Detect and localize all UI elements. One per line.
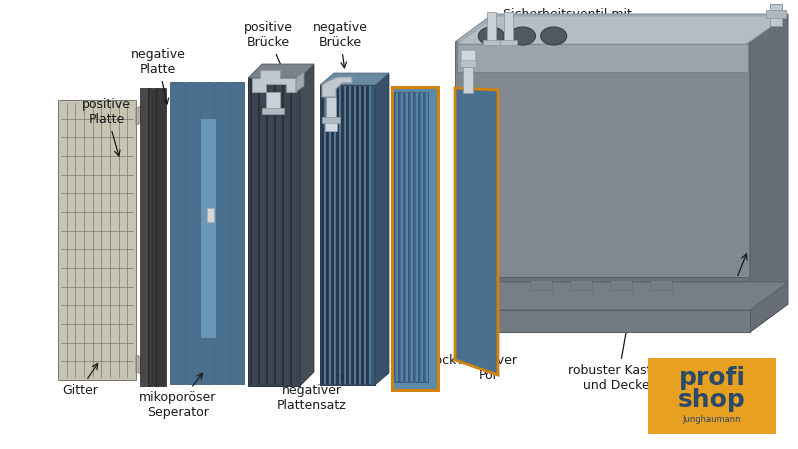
Bar — [457, 44, 748, 72]
Bar — [484, 40, 500, 45]
Text: Junghaumann: Junghaumann — [683, 415, 741, 424]
Polygon shape — [300, 64, 314, 386]
Bar — [200, 82, 214, 384]
Bar — [460, 58, 476, 67]
Bar — [170, 82, 184, 384]
Text: positiver
Pol: positiver Pol — [703, 254, 757, 309]
Bar — [461, 50, 475, 60]
Bar — [322, 117, 340, 123]
Bar — [411, 92, 413, 382]
Polygon shape — [455, 88, 498, 375]
Bar — [58, 100, 136, 380]
Text: positive
Platte: positive Platte — [82, 98, 131, 156]
Bar — [399, 92, 403, 382]
Bar — [401, 92, 403, 382]
Bar — [570, 280, 592, 290]
Bar — [230, 82, 244, 384]
Bar — [414, 92, 418, 382]
Bar — [266, 92, 280, 110]
Ellipse shape — [509, 27, 535, 45]
Bar — [488, 12, 496, 42]
Bar — [140, 88, 150, 386]
Bar — [200, 118, 216, 338]
Bar — [426, 92, 428, 382]
Text: negative
Brücke: negative Brücke — [313, 21, 367, 68]
Polygon shape — [375, 73, 389, 385]
Polygon shape — [392, 87, 438, 390]
Text: Gitter: Gitter — [62, 364, 98, 396]
Text: negative
Platte: negative Platte — [131, 48, 185, 104]
Bar — [156, 88, 166, 386]
Bar — [457, 277, 748, 295]
Polygon shape — [296, 72, 304, 92]
Text: profi: profi — [678, 366, 745, 390]
Bar — [325, 123, 337, 131]
Ellipse shape — [541, 27, 567, 45]
Bar — [455, 42, 750, 332]
Bar — [648, 358, 776, 434]
Text: Plattenblock: Plattenblock — [379, 334, 456, 366]
Polygon shape — [455, 14, 788, 42]
Bar — [406, 92, 408, 382]
Bar — [262, 108, 284, 114]
Bar — [419, 92, 423, 382]
Polygon shape — [455, 282, 788, 310]
Bar — [530, 280, 552, 290]
Bar — [248, 78, 300, 386]
Bar — [463, 65, 473, 93]
Bar — [215, 82, 229, 384]
Bar — [424, 92, 428, 382]
Text: robuster Kasten
und Deckel: robuster Kasten und Deckel — [568, 314, 668, 392]
Bar — [409, 92, 413, 382]
Ellipse shape — [478, 27, 504, 45]
Polygon shape — [136, 105, 144, 125]
Polygon shape — [252, 70, 296, 92]
Text: negativer
Pol: negativer Pol — [458, 343, 518, 382]
Text: Sicherheitsventil mit
Ventiladapter: Sicherheitsventil mit Ventiladapter — [491, 8, 632, 57]
Text: negativer
Plattensatz: negativer Plattensatz — [277, 374, 347, 412]
Text: mikoporöser
Seperator: mikoporöser Seperator — [140, 373, 217, 419]
Bar — [610, 280, 632, 290]
Bar — [650, 280, 672, 290]
Bar — [394, 92, 398, 382]
Polygon shape — [136, 355, 144, 375]
Text: positive
Brücke: positive Brücke — [243, 21, 293, 71]
Polygon shape — [750, 14, 788, 332]
Polygon shape — [455, 304, 788, 332]
Bar — [320, 85, 375, 385]
Polygon shape — [322, 77, 352, 97]
Bar — [770, 4, 782, 26]
Polygon shape — [320, 73, 389, 85]
Bar — [148, 88, 158, 386]
Polygon shape — [457, 16, 786, 44]
Bar — [500, 40, 517, 45]
Bar — [455, 310, 750, 332]
Polygon shape — [248, 64, 314, 78]
Bar — [185, 82, 199, 384]
Bar — [404, 92, 408, 382]
Text: shop: shop — [678, 388, 746, 412]
Bar — [396, 92, 398, 382]
Bar — [421, 92, 423, 382]
Bar — [416, 92, 418, 382]
Bar — [207, 208, 214, 222]
Bar — [766, 10, 786, 18]
Bar — [504, 12, 513, 42]
Bar — [326, 97, 336, 119]
